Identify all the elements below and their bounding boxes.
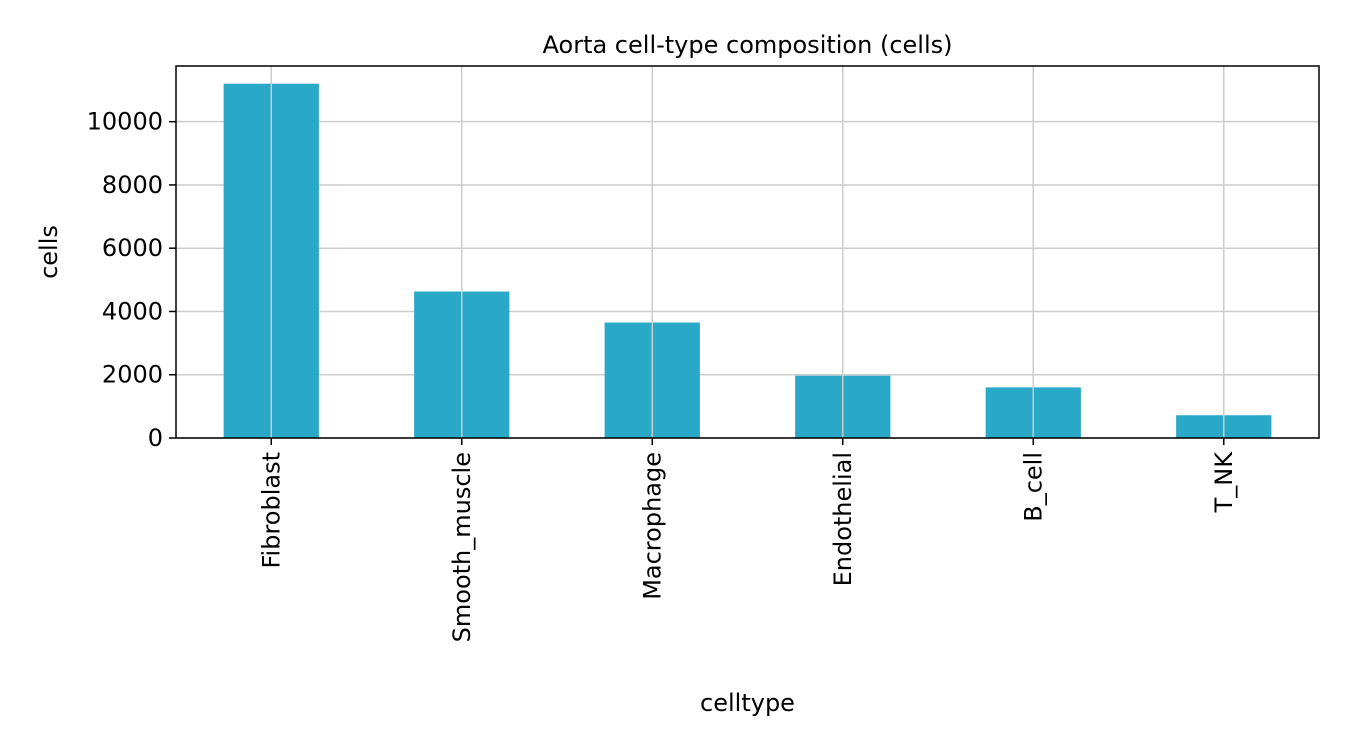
x-tick-label: T_NK [1210, 451, 1238, 514]
x-axis-title: celltype [700, 689, 795, 717]
x-tick-label: Macrophage [638, 452, 666, 600]
plot-frame [175, 65, 1320, 439]
grid-layer [176, 120, 1319, 439]
ticks-layer: 0 2000 4000 6000 8000 10000 Fibroblast Smooth_m… [87, 108, 1238, 643]
x-tick-label: B_cell [1019, 452, 1047, 522]
y-axis-title: cells [35, 225, 63, 279]
x-tick-label: Smooth_muscle [448, 452, 476, 642]
vertical-grid-layer [270, 66, 1225, 438]
y-tick-label: 10000 [87, 108, 163, 136]
x-tick-label: Fibroblast [257, 452, 285, 569]
y-tick-label: 4000 [102, 297, 163, 325]
y-tick-label: 6000 [102, 234, 163, 262]
y-tick-label: 8000 [102, 171, 163, 199]
x-tick-label: Endothelial [829, 452, 857, 586]
y-tick-label: 0 [148, 424, 163, 452]
y-tick-label: 2000 [102, 361, 163, 389]
bars-layer [223, 83, 1272, 438]
chart-title: Aorta cell-type composition (cells) [543, 31, 953, 59]
